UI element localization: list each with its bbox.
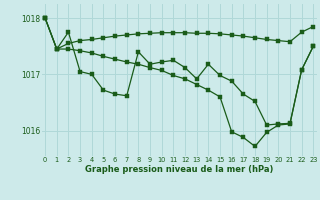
X-axis label: Graphe pression niveau de la mer (hPa): Graphe pression niveau de la mer (hPa): [85, 165, 273, 174]
